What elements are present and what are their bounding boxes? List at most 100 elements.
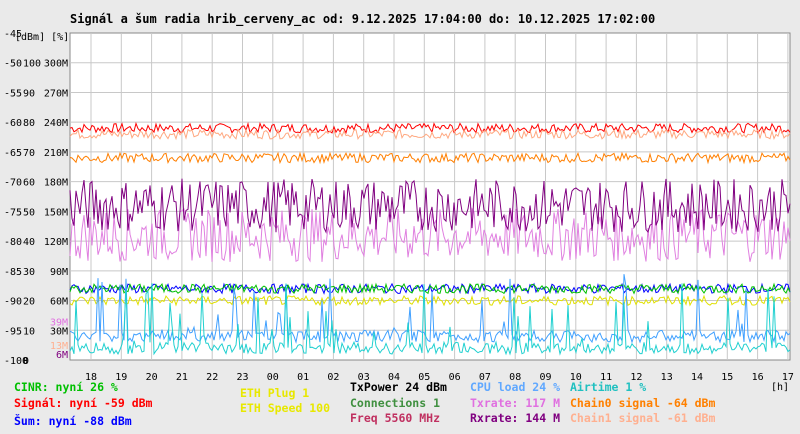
y-tick-dbm: -75: [4, 207, 22, 218]
y-tick-rate: 90M: [50, 267, 68, 278]
series-line: [69, 178, 791, 234]
y-tick-dbm: -90: [4, 297, 22, 308]
series-chain1-signal: [69, 128, 791, 141]
x-tick-label: 07: [479, 372, 491, 383]
y-tick-rate: 180M: [44, 178, 68, 189]
y-tick-rate: 210M: [44, 148, 68, 159]
y-tick-dbm: -100: [4, 356, 28, 367]
x-tick-label: 16: [752, 372, 764, 383]
y-tick-pct: 60: [23, 178, 35, 189]
legend-airtime: Airtime 1 %: [570, 380, 647, 394]
y-tick-pct: 50: [23, 207, 35, 218]
y-tick-rate: 150M: [44, 207, 68, 218]
y-tick-pct: 0: [23, 356, 29, 367]
x-tick-label: 17: [782, 372, 794, 383]
series-eth-speed: [69, 294, 791, 307]
x-tick-label: 15: [721, 372, 733, 383]
y-axis: -45-50 100 300M-55 90 270M-60 80 240M-65 70 210M…: [4, 29, 68, 367]
y-tick-pct: 30: [23, 267, 35, 278]
series-airtime: [69, 283, 791, 356]
series-line: [69, 294, 791, 307]
x-tick-label: 08: [509, 372, 521, 383]
x-tick-label: 19: [115, 372, 127, 383]
inline-rate-label: 39M: [50, 317, 68, 328]
grid-lines: [70, 33, 790, 360]
legend-eth-speed: ETH Speed 100: [240, 401, 331, 415]
y-tick-pct: 10: [23, 326, 35, 337]
x-unit-label: [h]: [771, 382, 789, 393]
inline-rate-label: 6M: [56, 350, 68, 361]
legend-signal: Signál: nyní -59 dBm: [14, 396, 153, 410]
legend-freq: Freq 5560 MHz: [350, 411, 441, 425]
x-tick-label: 23: [236, 372, 248, 383]
legend-chain0: Chain0 signal -64 dBm: [570, 396, 716, 410]
y-tick-dbm: -45: [4, 29, 22, 40]
series-rxrate: [69, 178, 791, 234]
x-tick-label: 09: [539, 372, 551, 383]
legend-cpu-load: CPU load 24 %: [470, 380, 561, 394]
series-cpu-load: [69, 274, 791, 345]
legend-rxrate: Rxrate: 144 M: [470, 411, 561, 425]
y-tick-rate: 300M: [44, 59, 68, 70]
y-tick-dbm: -80: [4, 237, 22, 248]
series-line: [69, 121, 791, 135]
y-tick-pct: 40: [23, 237, 35, 248]
y-tick-dbm: -60: [4, 118, 22, 129]
inline-rate-label: 13M: [50, 341, 68, 352]
legend-cinr: CINR: nyní 26 %: [14, 380, 118, 394]
x-tick-label: 13: [661, 372, 673, 383]
x-tick-label: 14: [691, 372, 703, 383]
legend-txpower: TxPower 24 dBm: [350, 380, 447, 394]
x-tick-label: 04: [388, 372, 400, 383]
legend-txrate: Txrate: 117 M: [470, 396, 561, 410]
y-tick-rate: 240M: [44, 118, 68, 129]
chart-title: Signál a šum radia hrib_cerveny_ac od: 9…: [70, 12, 655, 27]
series-line: [69, 274, 791, 345]
y-tick-pct: 80: [23, 118, 35, 129]
y-tick-pct: 70: [23, 148, 35, 159]
series-line: [69, 128, 791, 141]
x-tick-label: 03: [358, 372, 370, 383]
series-chain0-signal: [69, 151, 791, 165]
legend-eth-plug: ETH Plug 1: [240, 386, 310, 400]
y-tick-rate: 30M: [50, 326, 68, 337]
x-tick-label: 20: [146, 372, 158, 383]
legend-chain1: Chain1 signal -61 dBm: [570, 411, 716, 425]
plot-area: [69, 32, 791, 361]
series-txrate: [69, 207, 791, 263]
x-tick-label: 06: [449, 372, 461, 383]
series-line: [69, 151, 791, 165]
legend-noise: Šum: nyní -88 dBm: [14, 414, 132, 428]
x-axis: 18 19 20 21 22 23 00 01 02 03 04 05 06 07 08 09 10 11 12 13…: [85, 372, 794, 383]
y-tick-dbm: -95: [4, 326, 22, 337]
x-tick-label: 05: [418, 372, 430, 383]
x-tick-label: 11: [600, 372, 612, 383]
y-tick-rate: 120M: [44, 237, 68, 248]
y-tick-dbm: -85: [4, 267, 22, 278]
x-tick-label: 01: [297, 372, 309, 383]
x-tick-label: 10: [570, 372, 582, 383]
x-tick-label: 22: [206, 372, 218, 383]
x-tick-label: 21: [176, 372, 188, 383]
y-tick-pct: 90: [23, 88, 35, 99]
x-tick-label: 00: [267, 372, 279, 383]
x-tick-label: 02: [327, 372, 339, 383]
y-tick-dbm: -55: [4, 88, 22, 99]
y-tick-dbm: -65: [4, 148, 22, 159]
y-tick-rate: 270M: [44, 88, 68, 99]
y-tick-dbm: -50: [4, 59, 22, 70]
series-line: [69, 282, 791, 295]
legend-connections: Connections 1: [350, 396, 441, 410]
series-cinr: [69, 282, 791, 295]
x-tick-label: 12: [630, 372, 642, 383]
y-tick-pct: 100: [23, 59, 41, 70]
y-unit-label: [dBm] [%]: [15, 32, 69, 43]
y-tick-rate: 60M: [50, 297, 68, 308]
y-tick-dbm: -70: [4, 178, 22, 189]
x-tick-label: 18: [85, 372, 97, 383]
series-sign-l: [69, 121, 791, 135]
series-group: [69, 121, 791, 356]
